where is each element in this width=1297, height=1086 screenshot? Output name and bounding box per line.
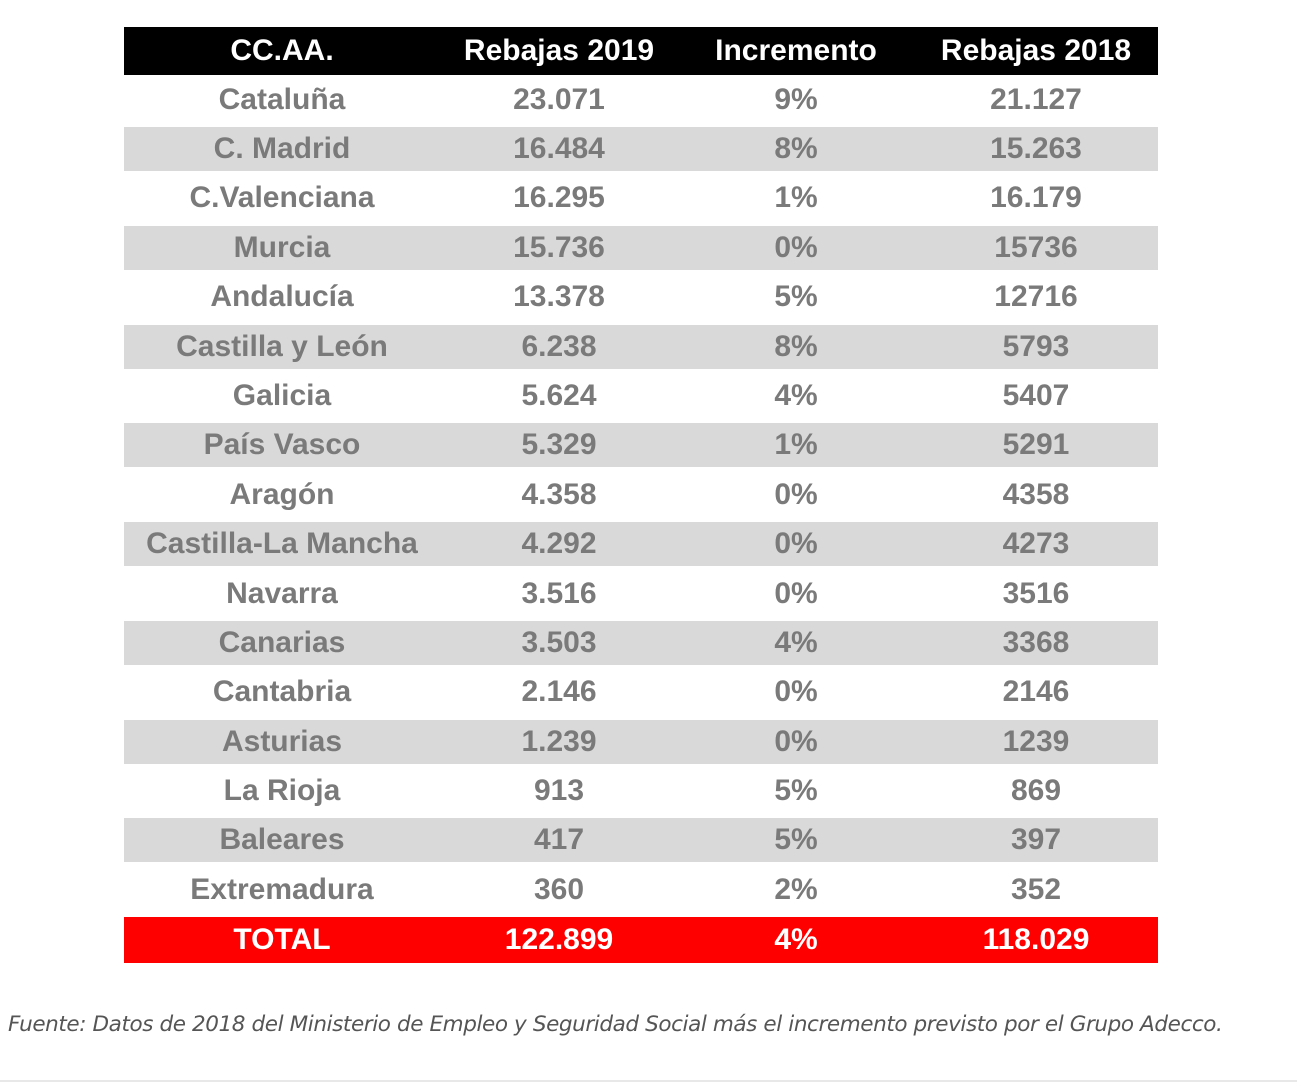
cell-incremento: 0% (774, 230, 818, 264)
cell-region: Castilla-La Mancha (146, 527, 418, 561)
cell-incremento: 8% (774, 132, 818, 166)
cell-rebajas-2018: 16.179 (990, 181, 1082, 215)
cell-rebajas-2019: 16.295 (513, 181, 605, 215)
cell-incremento: 0% (774, 724, 818, 758)
cell-incremento: 9% (774, 82, 818, 116)
cell-rebajas-2019: 23.071 (513, 82, 605, 116)
cell-region: Extremadura (190, 872, 374, 906)
table-row: País Vasco 5.329 1% 5291 (124, 423, 1158, 468)
cell-rebajas-2019: 6.238 (521, 329, 597, 363)
table-total-row: TOTAL 122.899 4% 118.029 (124, 916, 1158, 963)
cell-region: Castilla y León (176, 329, 388, 363)
cell-rebajas-2018: 5291 (1002, 428, 1070, 462)
cell-rebajas-2019: 15.736 (513, 230, 605, 264)
table-row: C. Madrid 16.484 8% 15.263 (124, 127, 1158, 172)
cell-region: C. Madrid (213, 132, 351, 166)
table-row: Castilla-La Mancha 4.292 0% 4273 (124, 522, 1158, 567)
table-row: Aragón 4.358 0% 4358 (124, 470, 1158, 519)
cell-rebajas-2019: 3.516 (521, 576, 597, 610)
cell-incremento: 1% (774, 181, 818, 215)
cell-rebajas-2018: 869 (1010, 774, 1062, 808)
cell-incremento: 2% (774, 872, 818, 906)
table-row: La Rioja 913 5% 869 (124, 766, 1158, 815)
cell-rebajas-2019: 913 (533, 774, 585, 808)
cell-incremento: 5% (774, 774, 818, 808)
table-row: C.Valenciana 16.295 1% 16.179 (124, 174, 1158, 223)
header-region: CC.AA. (230, 34, 334, 67)
cell-incremento: 1% (774, 428, 818, 462)
cell-rebajas-2018: 15.263 (990, 132, 1082, 166)
source-note: Fuente: Datos de 2018 del Ministerio de … (8, 1012, 1223, 1037)
table-row: Murcia 15.736 0% 15736 (124, 225, 1158, 270)
table-row: Castilla y León 6.238 8% 5793 (124, 324, 1158, 369)
cell-region: País Vasco (203, 428, 361, 462)
cell-rebajas-2019: 1.239 (521, 724, 597, 758)
cell-region: Aragón (229, 477, 335, 511)
cell-incremento: 5% (774, 823, 818, 857)
cell-rebajas-2018: 12716 (994, 280, 1078, 314)
cell-rebajas-2018: 5793 (1002, 329, 1070, 363)
cell-incremento: 5% (774, 280, 818, 314)
total-rebajas-2019: 122.899 (504, 922, 614, 956)
table-body: Cataluña 23.071 9% 21.127 C. Madrid 16.484 8% 1… (124, 75, 1158, 915)
cell-rebajas-2018: 3516 (1002, 576, 1070, 610)
table-row: Baleares 417 5% 397 (124, 818, 1158, 863)
cell-region: Andalucía (210, 280, 354, 314)
table-row: Galicia 5.624 4% 5407 (124, 371, 1158, 420)
cell-rebajas-2019: 3.503 (521, 625, 597, 659)
cell-region: Murcia (233, 230, 331, 264)
cell-incremento: 0% (774, 527, 818, 561)
cell-rebajas-2019: 2.146 (521, 675, 597, 709)
cell-rebajas-2018: 2146 (1002, 675, 1070, 709)
cell-region: Cantabria (212, 675, 352, 709)
cell-region: La Rioja (223, 774, 341, 808)
cell-rebajas-2018: 397 (1010, 823, 1062, 857)
cell-rebajas-2018: 3368 (1002, 625, 1070, 659)
cell-rebajas-2019: 5.329 (521, 428, 597, 462)
cell-rebajas-2018: 352 (1010, 872, 1062, 906)
cell-rebajas-2019: 5.624 (521, 378, 597, 412)
cell-rebajas-2018: 4273 (1002, 527, 1070, 561)
cell-incremento: 8% (774, 329, 818, 363)
table-row: Extremadura 360 2% 352 (124, 865, 1158, 914)
table-row: Navarra 3.516 0% 3516 (124, 569, 1158, 618)
cell-rebajas-2019: 4.292 (521, 527, 597, 561)
cell-incremento: 0% (774, 675, 818, 709)
table-row: Cataluña 23.071 9% 21.127 (124, 75, 1158, 124)
cell-rebajas-2019: 4.358 (521, 477, 597, 511)
cell-region: Cataluña (218, 82, 346, 116)
cell-region: C.Valenciana (189, 181, 375, 215)
cell-rebajas-2018: 1239 (1002, 724, 1070, 758)
cell-region: Navarra (226, 576, 338, 610)
cell-rebajas-2018: 4358 (1002, 477, 1070, 511)
header-rebajas-2019: Rebajas 2019 (463, 34, 655, 67)
cell-region: Galicia (232, 378, 332, 412)
header-incremento: Incremento (715, 34, 877, 67)
data-table: CC.AA. Rebajas 2019 Incremento Rebajas 2… (124, 27, 1158, 963)
header-rebajas-2018: Rebajas 2018 (940, 34, 1132, 67)
cell-rebajas-2019: 13.378 (513, 280, 605, 314)
table-row: Canarias 3.503 4% 3368 (124, 620, 1158, 665)
cell-incremento: 4% (774, 378, 818, 412)
table-header-row: CC.AA. Rebajas 2019 Incremento Rebajas 2… (124, 27, 1158, 75)
total-label: TOTAL (233, 922, 331, 956)
cell-region: Baleares (219, 823, 345, 857)
cell-rebajas-2019: 360 (533, 872, 585, 906)
cell-region: Asturias (221, 724, 343, 758)
table-row: Andalucía 13.378 5% 12716 (124, 273, 1158, 322)
table-row: Asturias 1.239 0% 1239 (124, 719, 1158, 764)
cell-rebajas-2018: 5407 (1002, 378, 1070, 412)
total-incremento: 4% (774, 922, 818, 956)
cell-incremento: 4% (774, 625, 818, 659)
table-row: Cantabria 2.146 0% 2146 (124, 668, 1158, 717)
cell-rebajas-2018: 15736 (994, 230, 1078, 264)
cell-rebajas-2018: 21.127 (990, 82, 1082, 116)
cell-rebajas-2019: 16.484 (513, 132, 605, 166)
cell-region: Canarias (218, 625, 346, 659)
total-rebajas-2018: 118.029 (982, 922, 1090, 956)
cell-incremento: 0% (774, 477, 818, 511)
bottom-divider (0, 1080, 1297, 1082)
cell-incremento: 0% (774, 576, 818, 610)
cell-rebajas-2019: 417 (533, 823, 585, 857)
